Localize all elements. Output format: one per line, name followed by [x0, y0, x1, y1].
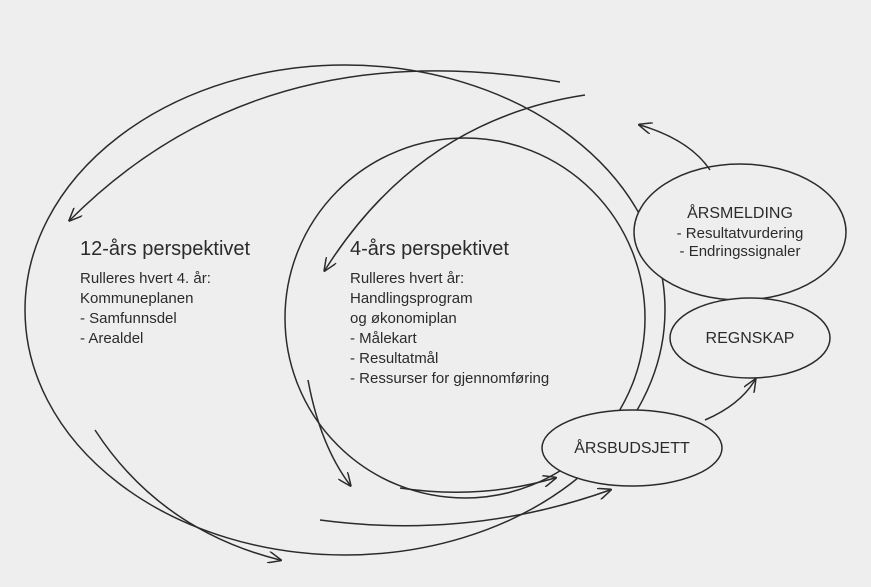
outer-line: - Samfunnsdel: [80, 310, 177, 327]
title-12-ars: 12-års perspektivet: [80, 238, 251, 260]
outer-line: Rulleres hvert 4. år:: [80, 270, 211, 287]
planning-cycle-diagram: 12-års perspektivet Rulleres hvert 4. år…: [0, 0, 871, 587]
text-arsmelding: ÅRSMELDING - Resultatvurdering - Endring…: [677, 203, 804, 260]
arsmelding-line: - Endringssignaler: [680, 243, 801, 260]
arsmelding-line: - Resultatvurdering: [677, 225, 804, 242]
inner-line: Handlingsprogram: [350, 290, 473, 307]
inner-line: Rulleres hvert år:: [350, 270, 464, 287]
inner-line: - Målekart: [350, 330, 418, 347]
title-arsbudsjett: ÅRSBUDSJETT: [574, 438, 690, 457]
inner-line: - Resultatmål: [350, 350, 438, 367]
inner-line: - Ressurser for gjennomføring: [350, 370, 549, 387]
title-4-ars: 4-års perspektivet: [350, 238, 509, 260]
outer-line: - Arealdel: [80, 330, 143, 347]
outer-line: Kommuneplanen: [80, 290, 193, 307]
title-regnskap: REGNSKAP: [706, 330, 795, 347]
title-arsmelding: ÅRSMELDING: [687, 203, 793, 222]
inner-line: og økonomiplan: [350, 310, 457, 327]
